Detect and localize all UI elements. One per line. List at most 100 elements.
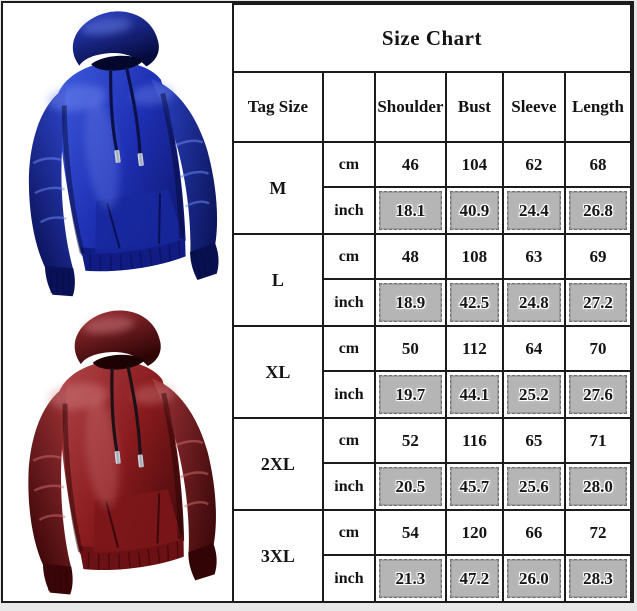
value-cell-inch: 21.3 [373, 554, 447, 603]
content-frame: Size Chart Tag Size Shoulder Bust Sleeve… [1, 1, 634, 603]
size-label-l: L [231, 233, 324, 327]
value-cell-inch: 27.2 [563, 278, 633, 327]
unit-inch-label: inch [321, 462, 376, 511]
value-cell: 72 [563, 509, 633, 556]
value-cell-inch: 18.9 [373, 278, 447, 327]
value-cell: 48 [373, 233, 447, 280]
value-cell: 108 [444, 233, 504, 280]
value-cell-inch: 19.7 [373, 370, 447, 419]
inch-value: 26.0 [506, 559, 561, 598]
column-header-row: Tag Size Shoulder Bust Sleeve Length [231, 71, 633, 143]
value-cell: 65 [501, 417, 566, 464]
value-cell-inch: 27.6 [563, 370, 633, 419]
inch-value: 28.3 [568, 559, 627, 598]
value-cell-inch: 20.5 [373, 462, 447, 511]
unit-inch-label: inch [321, 186, 376, 235]
unit-cm-label: cm [321, 417, 376, 464]
size-chart-table: Size Chart Tag Size Shoulder Bust Sleeve… [231, 3, 633, 603]
size-label-xl: XL [231, 325, 324, 419]
unit-cm-label: cm [321, 509, 376, 556]
unit-cm-label: cm [321, 325, 376, 372]
value-cell: 68 [563, 141, 633, 188]
value-cell: 112 [444, 325, 504, 372]
unit-inch-label: inch [321, 278, 376, 327]
value-cell: 66 [501, 509, 566, 556]
value-cell-inch: 24.8 [501, 278, 566, 327]
inch-value: 24.8 [506, 283, 561, 322]
col-header-bust: Bust [444, 71, 504, 143]
inch-value: 42.5 [449, 283, 499, 322]
value-cell: 50 [373, 325, 447, 372]
inch-value: 26.8 [568, 191, 627, 230]
size-label-3xl: 3XL [231, 509, 324, 603]
value-cell: 62 [501, 141, 566, 188]
inch-value: 44.1 [449, 375, 499, 414]
inch-value: 19.7 [378, 375, 442, 414]
red-hoodie-image [28, 309, 218, 594]
inch-value: 40.9 [449, 191, 499, 230]
size-row-l-cm: L cm 48 108 63 69 [231, 233, 633, 327]
value-cell: 69 [563, 233, 633, 280]
inch-value: 25.2 [506, 375, 561, 414]
size-row-3xl-inch: inch 21.3 47.2 26.0 28.3 [233, 554, 633, 603]
size-label-m: M [231, 141, 324, 235]
col-header-length: Length [563, 71, 633, 143]
value-cell-inch: 28.3 [563, 554, 633, 603]
value-cell-inch: 25.2 [501, 370, 566, 419]
inch-value: 25.6 [506, 467, 561, 506]
inch-value: 27.6 [568, 375, 627, 414]
value-cell: 71 [563, 417, 633, 464]
value-cell: 64 [501, 325, 566, 372]
size-row-l-inch: inch 18.9 42.5 24.8 27.2 [233, 278, 633, 327]
value-cell-inch: 26.8 [563, 186, 633, 235]
col-header-sleeve: Sleeve [501, 71, 566, 143]
inch-value: 28.0 [568, 467, 627, 506]
value-cell: 104 [444, 141, 504, 188]
value-cell: 120 [444, 509, 504, 556]
blue-hoodie-photo [3, 3, 232, 302]
value-cell-inch: 24.4 [501, 186, 566, 235]
inch-value: 47.2 [449, 559, 499, 598]
blue-hoodie-image [29, 10, 219, 296]
col-header-unit [321, 71, 376, 143]
inch-value: 27.2 [568, 283, 627, 322]
value-cell: 54 [373, 509, 447, 556]
inch-value: 24.4 [506, 191, 561, 230]
red-hoodie-photo [3, 302, 232, 601]
value-cell-inch: 26.0 [501, 554, 566, 603]
col-header-tag-size: Tag Size [231, 71, 324, 143]
size-row-xl-cm: XL cm 50 112 64 70 [231, 325, 633, 419]
value-cell-inch: 18.1 [373, 186, 447, 235]
inch-value: 20.5 [378, 467, 442, 506]
col-header-shoulder: Shoulder [373, 71, 447, 143]
value-cell-inch: 28.0 [563, 462, 633, 511]
inch-value: 45.7 [449, 467, 499, 506]
unit-cm-label: cm [321, 233, 376, 280]
unit-inch-label: inch [321, 554, 376, 603]
value-cell-inch: 47.2 [444, 554, 504, 603]
size-row-2xl-cm: 2XL cm 52 116 65 71 [231, 417, 633, 511]
unit-cm-label: cm [321, 141, 376, 188]
size-row-2xl-inch: inch 20.5 45.7 25.6 28.0 [233, 462, 633, 511]
value-cell-inch: 45.7 [444, 462, 504, 511]
value-cell: 52 [373, 417, 447, 464]
value-cell: 116 [444, 417, 504, 464]
size-label-2xl: 2XL [231, 417, 324, 511]
value-cell-inch: 40.9 [444, 186, 504, 235]
value-cell: 46 [373, 141, 447, 188]
inch-value: 18.9 [378, 283, 442, 322]
unit-inch-label: inch [321, 370, 376, 419]
inch-value: 18.1 [378, 191, 442, 230]
size-row-m-cm: M cm 46 104 62 68 [231, 141, 633, 235]
value-cell-inch: 44.1 [444, 370, 504, 419]
value-cell: 63 [501, 233, 566, 280]
size-row-xl-inch: inch 19.7 44.1 25.2 27.6 [233, 370, 633, 419]
size-row-m-inch: inch 18.1 40.9 24.4 26.8 [233, 186, 633, 235]
value-cell: 70 [563, 325, 633, 372]
size-row-3xl-cm: 3XL cm 54 120 66 72 [231, 509, 633, 603]
size-chart-title: Size Chart [231, 3, 633, 73]
value-cell-inch: 42.5 [444, 278, 504, 327]
value-cell-inch: 25.6 [501, 462, 566, 511]
product-photos-panel [3, 3, 232, 601]
